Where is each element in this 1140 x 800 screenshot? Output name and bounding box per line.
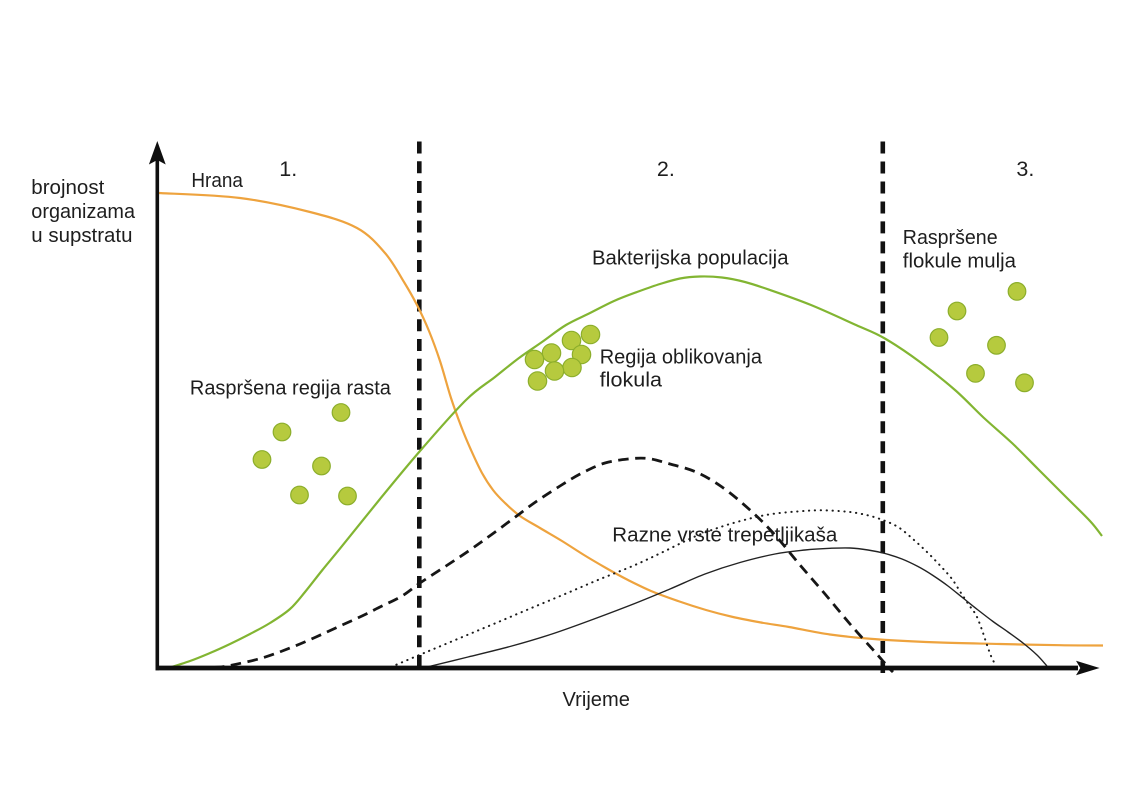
svg-text:Razne vrste trepetljikaša: Razne vrste trepetljikaša: [612, 524, 838, 546]
svg-text:Raspršena regija rasta: Raspršena regija rasta: [190, 378, 392, 400]
svg-text:1.: 1.: [279, 157, 297, 181]
svg-text:flokule mulja: flokule mulja: [903, 251, 1017, 273]
svg-text:Hrana: Hrana: [191, 170, 243, 192]
svg-text:Vrijeme: Vrijeme: [563, 689, 630, 711]
svg-text:flokula: flokula: [600, 370, 663, 392]
svg-text:brojnost: brojnost: [31, 177, 104, 199]
svg-text:organizama: organizama: [31, 201, 136, 223]
svg-text:u supstratu: u supstratu: [31, 225, 132, 247]
svg-text:2.: 2.: [657, 157, 675, 181]
svg-text:Bakterijska populacija: Bakterijska populacija: [592, 248, 789, 270]
svg-text:Regija oblikovanja: Regija oblikovanja: [600, 346, 763, 368]
svg-text:Raspršene: Raspršene: [903, 227, 998, 249]
svg-text:3.: 3.: [1016, 157, 1034, 181]
